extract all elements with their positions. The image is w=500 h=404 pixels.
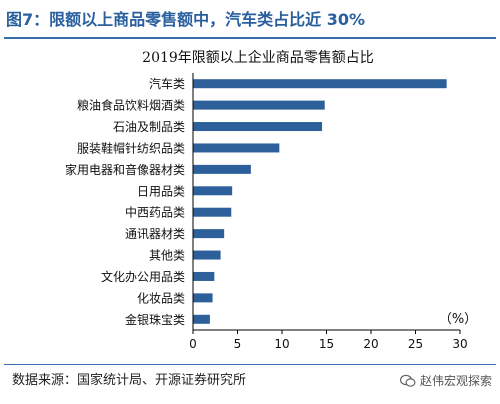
bars: [193, 79, 447, 324]
bar: [193, 250, 221, 260]
category-label: 化妆品类: [137, 291, 185, 305]
unit-label: （%）: [439, 312, 477, 327]
bar: [193, 79, 447, 89]
watermark: 赵伟宏观探索: [399, 370, 492, 392]
category-labels: 汽车类粮油食品饮料烟酒类石油及制品类服装鞋帽针纺织品类家用电器和音像器材类日用品…: [65, 76, 185, 327]
category-label: 日用品类: [137, 184, 185, 198]
x-ticks: 0 5 10 15 20 25 30: [189, 330, 468, 351]
figure-title: 图7：限额以上商品零售额中，汽车类占比近 30%: [6, 10, 366, 29]
bar: [193, 100, 325, 110]
bar: [193, 293, 213, 303]
category-label: 其他类: [149, 249, 185, 263]
x-tick-label: 5: [234, 337, 242, 351]
bar: [193, 143, 280, 153]
bar: [193, 229, 225, 239]
bar: [193, 271, 215, 281]
title-divider: [4, 37, 496, 39]
x-tick-label: 20: [363, 337, 378, 351]
x-tick-label: 25: [408, 337, 423, 351]
x-tick-label: 0: [189, 337, 197, 351]
bar: [193, 122, 323, 132]
category-label: 金银珠宝类: [125, 312, 185, 327]
category-label: 粮油食品饮料烟酒类: [77, 98, 185, 113]
category-label: 服装鞋帽针纺织品类: [77, 140, 185, 155]
source-note: 数据来源：国家统计局、开源证券研究所: [12, 373, 247, 388]
x-tick-label: 15: [319, 337, 334, 351]
chart-title: 2019年限额以上企业商品零售额占比: [142, 49, 374, 66]
bar-chart: 2019年限额以上企业商品零售额占比 汽车类粮油食品饮料烟酒类石油及制品类服装鞋…: [0, 40, 500, 360]
category-label: 通讯器材类: [125, 227, 185, 241]
category-label: 家用电器和音像器材类: [65, 162, 185, 177]
category-label: 汽车类: [149, 76, 185, 91]
bar: [193, 186, 233, 196]
chart-svg: 2019年限额以上企业商品零售额占比 汽车类粮油食品饮料烟酒类石油及制品类服装鞋…: [65, 49, 477, 351]
bar: [193, 164, 251, 174]
bar: [193, 207, 232, 217]
category-label: 中西药品类: [125, 205, 185, 220]
category-label: 石油及制品类: [113, 120, 185, 134]
bar: [193, 314, 210, 324]
category-label: 文化办公用品类: [101, 269, 185, 284]
watermark-text: 赵伟宏观探索: [419, 374, 492, 388]
x-tick-label: 30: [452, 337, 467, 351]
wechat-icon: [399, 374, 416, 387]
source-divider: [4, 364, 496, 365]
x-tick-label: 10: [274, 337, 289, 351]
